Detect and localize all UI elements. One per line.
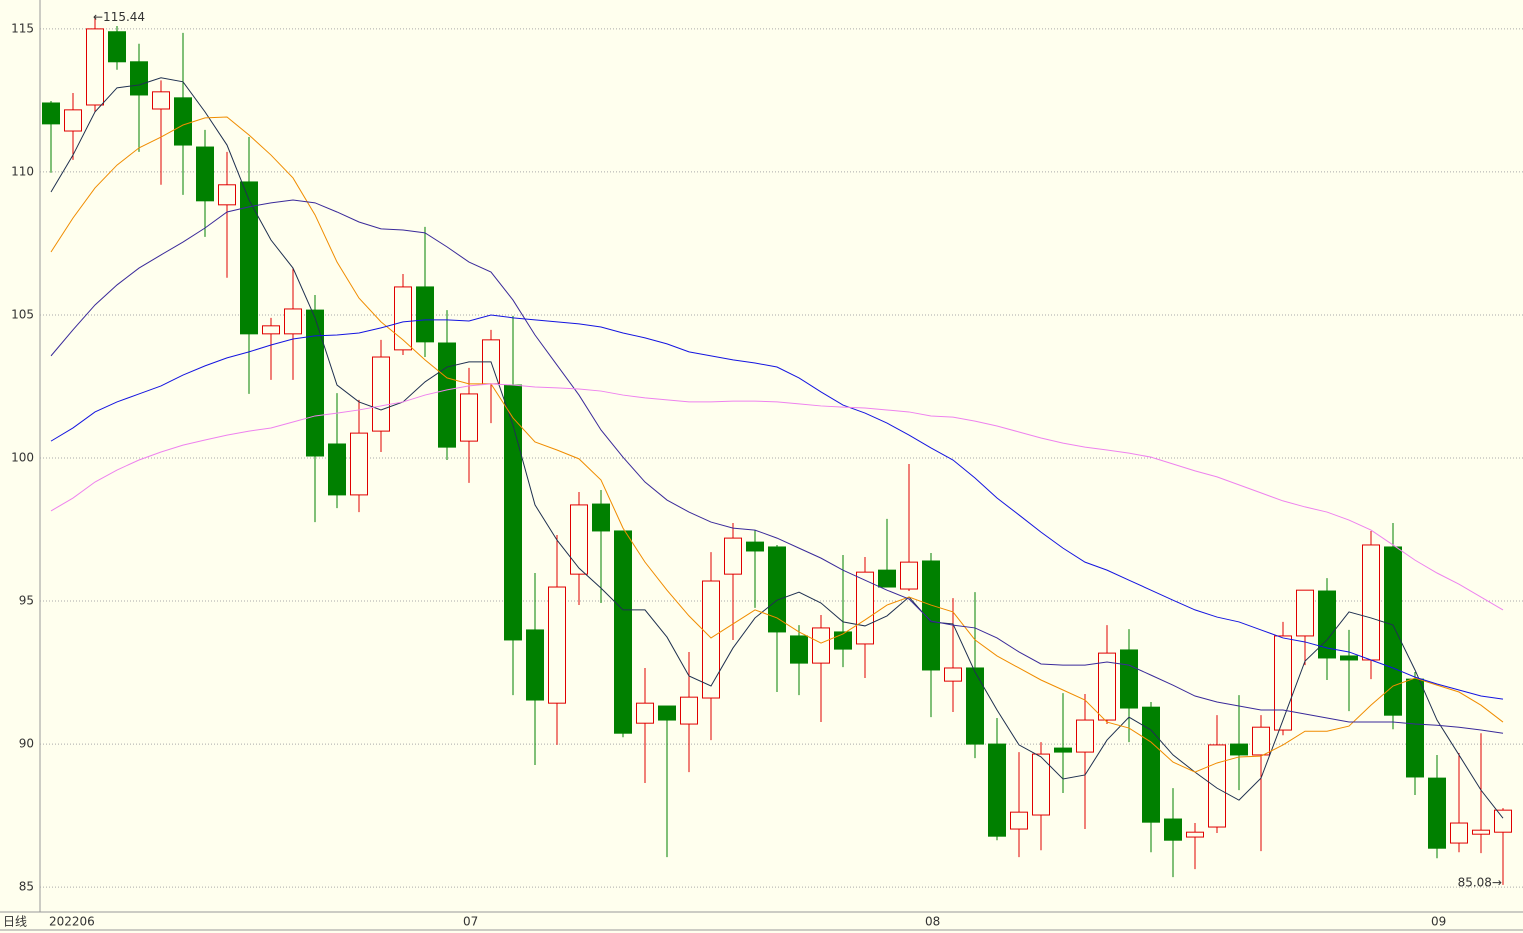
- candle-body: [1472, 829, 1490, 835]
- candle-body: [988, 743, 1006, 837]
- candle-body: [658, 705, 676, 721]
- candle-body: [64, 109, 82, 132]
- candle-body: [1384, 546, 1402, 716]
- candle-body: [350, 432, 368, 496]
- candle-body: [878, 569, 896, 588]
- candle-body: [284, 308, 302, 335]
- candle-body: [1098, 652, 1116, 721]
- candle-body: [1142, 706, 1160, 823]
- candle-body: [812, 627, 830, 664]
- moving-average-line: [50, 77, 1504, 819]
- candle-body: [614, 530, 632, 734]
- y-tick-label: 85: [19, 880, 34, 894]
- y-tick-label: 95: [19, 594, 34, 608]
- annotation: 85.08→: [1458, 875, 1502, 889]
- y-tick-label: 90: [19, 737, 34, 751]
- candle-body: [1010, 811, 1028, 830]
- y-tick-label: 110: [11, 164, 34, 178]
- candle-body: [768, 546, 786, 633]
- candle-body: [1274, 635, 1292, 731]
- candle-body: [460, 393, 478, 442]
- candle-body: [372, 356, 390, 432]
- candle-body: [834, 631, 852, 650]
- candle-body: [1120, 649, 1138, 709]
- candle-body: [1230, 743, 1248, 756]
- moving-average-line: [50, 383, 1504, 611]
- candle-body: [438, 342, 456, 448]
- y-tick-label: 115: [11, 21, 34, 35]
- candle-body: [1296, 589, 1314, 637]
- candle-body: [1186, 831, 1204, 838]
- candle-body: [966, 667, 984, 745]
- candle-body: [108, 31, 126, 63]
- candle-body: [944, 667, 962, 682]
- candle-body: [86, 28, 104, 106]
- candle-body: [746, 541, 764, 552]
- y-tick-label: 100: [11, 451, 34, 465]
- candle-body: [152, 91, 170, 110]
- y-tick-label: 105: [11, 307, 34, 321]
- candle-body: [1318, 590, 1336, 659]
- candle-body: [922, 560, 940, 671]
- candle-body: [218, 184, 236, 206]
- x-tick-label: 08: [925, 915, 940, 929]
- x-tick-label: 202206: [49, 915, 95, 929]
- x-tick-label: 07: [463, 915, 478, 929]
- candle-body: [130, 61, 148, 96]
- candle-body: [42, 102, 60, 125]
- candle-body: [1340, 655, 1358, 661]
- candle-body: [790, 635, 808, 664]
- candle-body: [680, 696, 698, 725]
- candle-body: [394, 286, 412, 351]
- moving-average-line: [50, 199, 1504, 734]
- candle-body: [592, 503, 610, 532]
- candle-body: [1406, 678, 1424, 778]
- candle-body: [1076, 719, 1094, 753]
- candle-body: [240, 181, 258, 335]
- candle-body: [504, 384, 522, 641]
- candle-body: [900, 561, 918, 590]
- candle-body: [636, 702, 654, 724]
- candle-body: [306, 309, 324, 457]
- x-tick-label: 09: [1431, 915, 1446, 929]
- candle-body: [1208, 744, 1226, 828]
- candle-body: [1494, 809, 1512, 833]
- candle-body: [1054, 747, 1072, 753]
- period-label: 日线: [3, 915, 27, 929]
- candle-body: [174, 97, 192, 146]
- candle-body: [856, 571, 874, 645]
- moving-average-line: [50, 314, 1504, 700]
- candle-body: [328, 443, 346, 496]
- candle-body: [196, 146, 214, 202]
- annotation: ←115.44: [93, 10, 145, 24]
- candle-body: [570, 504, 588, 575]
- moving-average-line: [50, 116, 1504, 773]
- candle-body: [1450, 822, 1468, 844]
- candle-body: [1252, 726, 1270, 756]
- candle-body: [526, 629, 544, 701]
- candle-body: [262, 325, 280, 335]
- candle-body: [1032, 753, 1050, 816]
- candle-body: [1428, 777, 1446, 849]
- candle-body: [702, 580, 720, 699]
- candle-body: [724, 537, 742, 575]
- candle-body: [416, 286, 434, 343]
- candle-body: [548, 586, 566, 704]
- candle-body: [1362, 544, 1380, 661]
- candle-body: [1164, 818, 1182, 841]
